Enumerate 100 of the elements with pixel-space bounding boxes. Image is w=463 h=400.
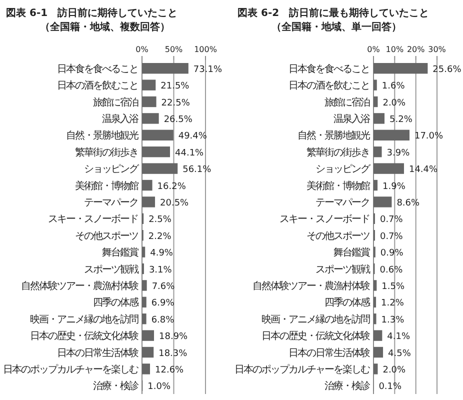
bar [142, 296, 146, 308]
data-label: 25.6% [432, 64, 462, 75]
bar [142, 80, 156, 90]
y-tick-label: 日本の酒を飲むこと [288, 80, 370, 92]
y-tick-label: 日本の日常生活体験 [288, 346, 370, 359]
bar [374, 63, 428, 74]
bar [374, 130, 410, 140]
bar [374, 180, 378, 191]
y-tick-label: テーマパーク [84, 197, 138, 208]
y-tick-label: 繁華街の街歩き [306, 146, 370, 158]
data-label: 6.8% [151, 315, 175, 326]
data-label: 1.6% [382, 82, 406, 92]
bar [142, 130, 174, 140]
bar [374, 113, 385, 124]
bar [142, 96, 156, 108]
y-tick-label: 舞台鑑賞 [102, 246, 139, 259]
data-label: 2.5% [148, 215, 172, 226]
y-tick-label: 四季の体感 [93, 296, 139, 309]
data-label: 1.0% [148, 382, 171, 392]
chart-subtitle: （全国籍・地域、複数回答） [40, 21, 170, 33]
bar [142, 346, 154, 358]
bar [142, 180, 152, 191]
data-label: 5.2% [390, 114, 413, 125]
y-tick-label: 日本食を食べること [57, 62, 138, 75]
data-label: 1.9% [382, 182, 406, 192]
data-label: 2.0% [382, 365, 406, 376]
data-label: 4.1% [387, 332, 410, 342]
y-tick-label: 舞台鑑賞 [334, 246, 370, 259]
bar [142, 246, 146, 258]
y-tick-label: 日本の日常生活体験 [57, 346, 139, 359]
data-label: 4.9% [150, 248, 174, 259]
bar [374, 314, 376, 324]
y-tick-label: その他スポーツ [306, 230, 370, 242]
bar [374, 330, 382, 341]
x-tick-label: 0% [136, 45, 149, 54]
y-tick-label: ショッピング [316, 164, 372, 176]
bar [142, 146, 170, 158]
data-label: 0.9% [380, 248, 404, 259]
chart-title: 図表 6-1 訪日前に期待していたこと [6, 7, 178, 19]
y-tick-label: 繁華街の街歩き [75, 146, 138, 158]
y-tick-label: その他スポーツ [75, 230, 138, 242]
data-label: 22.5% [161, 98, 190, 108]
y-tick-label: 日本の歴史・伝統文化体験 [30, 330, 139, 342]
bar [374, 146, 382, 158]
bar [374, 364, 378, 374]
data-label: 21.5% [160, 82, 190, 92]
data-label: 8.6% [396, 198, 420, 208]
bar [142, 280, 147, 291]
chart-subtitle: （全国籍・地域、単一回答） [272, 21, 402, 33]
data-label: 18.9% [159, 332, 188, 342]
data-label: 12.6% [155, 365, 184, 376]
x-tick-label: 100% [194, 45, 218, 54]
data-label: 1.2% [381, 298, 404, 309]
y-tick-label: 旅館に宿泊 [324, 96, 370, 108]
y-tick-label: スキー・スノーボード [48, 214, 138, 226]
y-tick-label: 治療・検診 [324, 380, 370, 392]
y-tick-label: スポーツ観戦 [84, 263, 139, 276]
bar [374, 196, 392, 208]
y-tick-label: 旅館に宿泊 [93, 96, 139, 108]
y-tick-label: 治療・検診 [93, 380, 139, 392]
data-label: 18.3% [158, 348, 188, 359]
data-label: 0.1% [378, 382, 402, 392]
y-tick-label: 美術館・博物館 [75, 180, 139, 192]
data-label: 0.7% [380, 215, 404, 226]
bar [142, 163, 178, 174]
data-label: 6.9% [151, 298, 175, 309]
y-tick-label: 日本の酒を飲むこと [57, 80, 138, 92]
x-tick-label: 30% [428, 45, 446, 54]
data-label: 20.5% [160, 198, 190, 208]
bar [142, 63, 188, 74]
data-label: 3.1% [148, 265, 172, 276]
x-tick-label: 50% [164, 45, 184, 54]
data-label: 26.5% [164, 114, 193, 125]
bar [374, 296, 376, 308]
x-tick-label: 0% [367, 45, 380, 54]
data-label: 49.4% [178, 132, 208, 142]
y-tick-label: テーマパーク [316, 197, 370, 208]
bar [374, 163, 404, 174]
y-tick-label: 自然・景勝地観光 [298, 130, 370, 142]
x-tick-label: 20% [406, 45, 426, 54]
data-label: 3.9% [386, 148, 410, 158]
x-tick-label: 10% [386, 45, 404, 54]
bar [374, 96, 378, 108]
y-tick-label: 自然・景勝地観光 [66, 130, 139, 142]
data-label: 56.1% [182, 165, 212, 176]
bar [374, 280, 377, 291]
y-tick-label: 日本のポップカルチャーを楽しむ [3, 363, 139, 376]
data-label: 17.0% [414, 132, 444, 142]
bar [142, 196, 156, 208]
data-label: 4.5% [388, 348, 412, 359]
y-tick-label: 温泉入浴 [102, 112, 139, 125]
y-tick-label: 自然体験ツアー・農漁村体験 [252, 280, 370, 292]
y-tick-label: 日本の歴史・伝統文化体験 [262, 330, 370, 342]
bar [142, 314, 146, 324]
data-label: 1.3% [381, 315, 405, 326]
data-label: 7.6% [152, 282, 176, 292]
data-label: 14.4% [408, 165, 438, 176]
y-tick-label: スポーツ観戦 [316, 263, 370, 276]
bar [374, 80, 377, 90]
data-label: 2.0% [382, 98, 406, 108]
